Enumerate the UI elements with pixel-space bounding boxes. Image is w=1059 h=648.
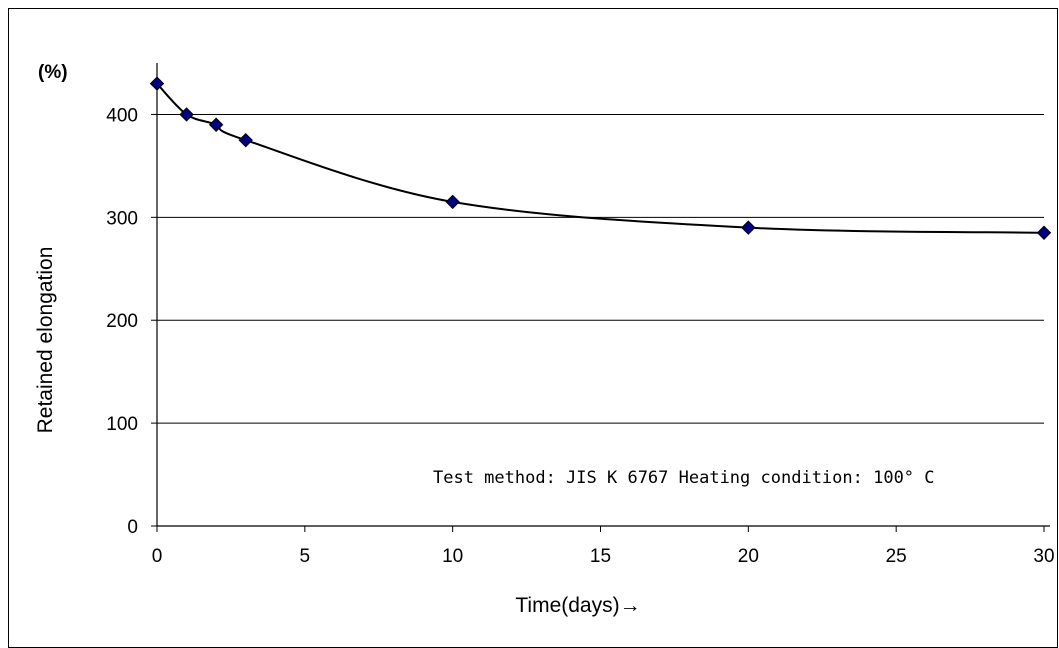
- x-tick-label: 5: [300, 546, 311, 567]
- x-tick-label: 0: [152, 546, 163, 567]
- y-tick-label: 200: [106, 311, 138, 332]
- x-tick-label: 30: [1033, 546, 1054, 567]
- data-point-marker: [238, 132, 253, 148]
- y-tick-label: 300: [106, 208, 138, 229]
- data-point-marker: [208, 117, 224, 132]
- y-tick-label: 100: [106, 414, 138, 435]
- x-tick-label: 10: [442, 546, 463, 567]
- y-tick-labels: 0 100 200 300 400: [106, 105, 138, 538]
- line-chart: 0 100 200 300 400 0 5 10 15 20 25 30 (%) Retained …: [34, 62, 1055, 617]
- y-tick-label: 400: [106, 105, 138, 126]
- x-axis-label: Time(days)→: [515, 594, 640, 617]
- data-point-marker: [1036, 225, 1052, 240]
- gridlines: [157, 113, 1044, 424]
- data-point-marker: [445, 194, 460, 210]
- x-tick-label: 15: [590, 546, 611, 567]
- data-point-marker: [741, 220, 756, 235]
- data-points: [149, 76, 1052, 240]
- x-tick-labels: 0 5 10 15 20 25 30: [152, 546, 1055, 567]
- y-tick-label: 0: [127, 517, 138, 538]
- y-unit-label: (%): [38, 62, 68, 83]
- x-tick-label: 25: [886, 546, 907, 567]
- x-tick-label: 20: [738, 546, 759, 567]
- data-point-marker: [179, 107, 194, 122]
- y-axis-label: Retained elongation: [34, 247, 57, 434]
- data-point-marker: [149, 76, 165, 91]
- axes: [151, 63, 1050, 532]
- series-line: [156, 82, 1045, 234]
- test-method-annotation: Test method: JIS K 6767 Heating conditio…: [433, 468, 935, 488]
